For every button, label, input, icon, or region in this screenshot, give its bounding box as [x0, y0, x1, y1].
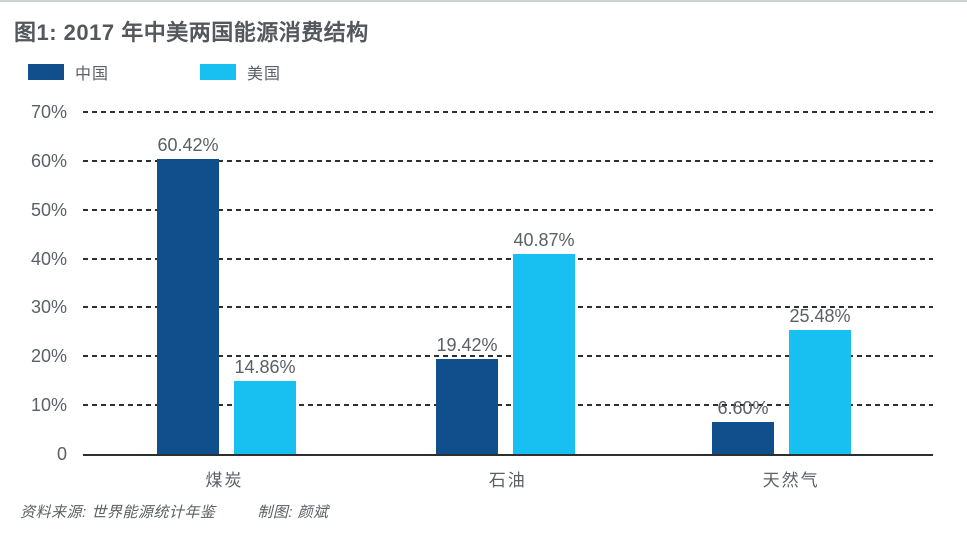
y-axis: 70% 60% 50% 40% 30% 20% 10% 0	[0, 102, 67, 464]
y-tick-label: 50%	[30, 199, 67, 220]
plot-area: 60.42% 14.86% 19.42% 40.87% 6.60% 25.48%	[83, 111, 933, 456]
bar-中国-天然气: 6.60%	[712, 398, 774, 454]
gridline	[83, 355, 933, 358]
legend-label: 美国	[247, 66, 282, 83]
bar-value-label: 60.42%	[157, 134, 219, 155]
bar-value-label: 6.60%	[717, 397, 769, 418]
legend-item: 美国	[200, 60, 281, 84]
bar-value-label: 14.86%	[234, 357, 296, 378]
bar-group: 19.42% 40.87%	[436, 230, 575, 454]
y-tick-label: 70%	[30, 102, 67, 122]
footer: 资料来源: 世界能源统计年鉴 制图: 颜斌	[20, 501, 329, 522]
gridline	[83, 111, 933, 113]
legend-swatch-icon	[28, 64, 64, 80]
gridline	[83, 159, 933, 162]
bar-中国-煤炭: 60.42%	[157, 135, 219, 454]
gridline	[83, 404, 933, 407]
bar-美国-石油: 40.87%	[513, 230, 575, 454]
bar-group: 60.42% 14.86%	[157, 135, 296, 454]
legend-label: 中国	[75, 66, 110, 83]
bar-value-label: 40.87%	[513, 230, 575, 251]
top-divider-line	[0, 0, 967, 2]
legend-swatch-icon	[200, 64, 236, 80]
y-tick-label: 60%	[30, 150, 67, 171]
legend-item: 中国	[28, 60, 109, 84]
bar-美国-煤炭: 14.86%	[234, 357, 296, 454]
bar-value-label: 25.48%	[789, 305, 851, 326]
credit-note: 制图: 颜斌	[257, 504, 329, 521]
gridline	[83, 208, 933, 211]
x-axis: 煤炭 石油 天然气	[83, 466, 933, 490]
chart-title: 图1: 2017 年中美两国能源消费结构	[14, 20, 369, 45]
bar-group: 6.60% 25.48%	[712, 306, 851, 454]
x-tick-label: 石油	[488, 471, 527, 490]
bar-value-label: 19.42%	[436, 335, 498, 356]
y-tick-label: 10%	[30, 395, 67, 416]
y-tick-label: 30%	[30, 297, 67, 318]
gridline	[83, 257, 933, 260]
gridline	[83, 306, 933, 309]
x-tick-label: 煤炭	[205, 471, 244, 490]
x-tick-label: 天然气	[762, 471, 820, 490]
bar-中国-石油: 19.42%	[436, 335, 498, 454]
legend: 中国 美国	[28, 60, 528, 83]
source-note: 资料来源: 世界能源统计年鉴	[20, 504, 216, 521]
y-tick-label: 20%	[30, 346, 67, 367]
bar-美国-天然气: 25.48%	[789, 306, 851, 454]
y-tick-label: 0	[56, 444, 67, 464]
y-tick-label: 40%	[30, 248, 67, 269]
